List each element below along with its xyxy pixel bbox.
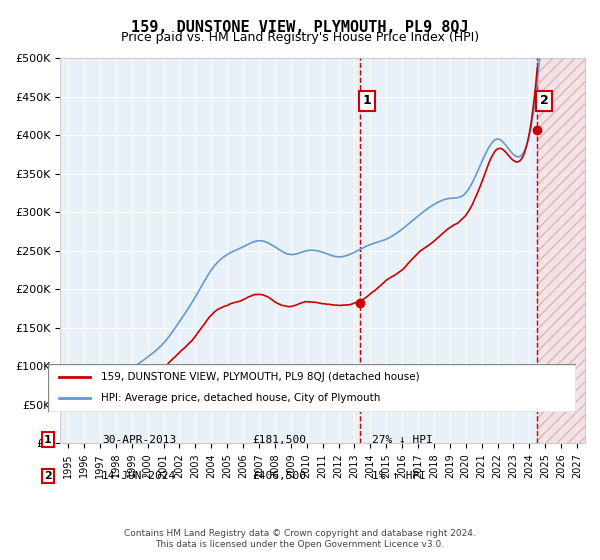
Text: 1% ↑ HPI: 1% ↑ HPI — [372, 471, 426, 481]
Text: 159, DUNSTONE VIEW, PLYMOUTH, PL9 8QJ: 159, DUNSTONE VIEW, PLYMOUTH, PL9 8QJ — [131, 20, 469, 35]
FancyBboxPatch shape — [48, 364, 576, 412]
Text: 1: 1 — [44, 435, 52, 445]
Text: 2: 2 — [44, 471, 52, 481]
Text: 2: 2 — [539, 95, 548, 108]
Text: 14-JUN-2024: 14-JUN-2024 — [102, 471, 176, 481]
Text: 1: 1 — [363, 95, 371, 108]
Text: £181,500: £181,500 — [252, 435, 306, 445]
Text: HPI: Average price, detached house, City of Plymouth: HPI: Average price, detached house, City… — [101, 393, 380, 403]
Text: 159, DUNSTONE VIEW, PLYMOUTH, PL9 8QJ (detached house): 159, DUNSTONE VIEW, PLYMOUTH, PL9 8QJ (d… — [101, 372, 419, 382]
Text: £406,500: £406,500 — [252, 471, 306, 481]
Text: Price paid vs. HM Land Registry's House Price Index (HPI): Price paid vs. HM Land Registry's House … — [121, 31, 479, 44]
Text: 27% ↓ HPI: 27% ↓ HPI — [372, 435, 433, 445]
Bar — [537, 58, 585, 443]
Text: 30-APR-2013: 30-APR-2013 — [102, 435, 176, 445]
Bar — [537, 58, 585, 443]
Text: Contains HM Land Registry data © Crown copyright and database right 2024.
This d: Contains HM Land Registry data © Crown c… — [124, 529, 476, 549]
